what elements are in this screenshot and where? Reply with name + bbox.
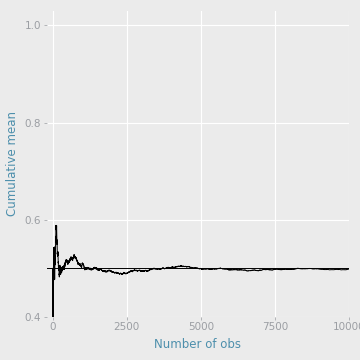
Y-axis label: Cumulative mean: Cumulative mean [6,111,19,216]
X-axis label: Number of obs: Number of obs [154,338,242,351]
